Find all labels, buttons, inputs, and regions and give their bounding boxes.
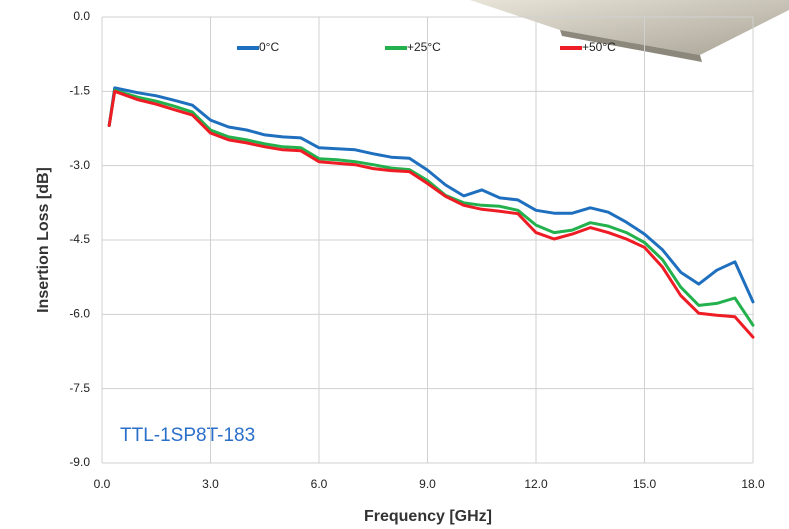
x-tick-label: 12.0 — [524, 477, 548, 491]
x-tick-label: 0.0 — [94, 477, 111, 491]
series-line — [107, 88, 755, 327]
y-tick-label: -3.0 — [69, 158, 90, 172]
x-tick-label: 6.0 — [311, 477, 328, 491]
x-tick-label: 9.0 — [419, 477, 436, 491]
y-tick-label: -4.5 — [69, 232, 90, 246]
legend-label: +50°C — [582, 40, 616, 54]
x-axis-label: Frequency [GHz] — [364, 508, 492, 525]
y-axis-label: Insertion Loss [dB] — [35, 167, 52, 313]
series-line — [107, 86, 755, 304]
x-tick-label: 18.0 — [741, 477, 765, 491]
y-tick-label: 0.0 — [73, 9, 90, 23]
y-tick-label: -1.5 — [69, 84, 90, 98]
x-tick-label: 3.0 — [202, 477, 219, 491]
y-tick-label: -6.0 — [69, 307, 90, 321]
product-photo — [470, 0, 789, 62]
annotation: TTL-1SP8T-183 — [120, 425, 255, 446]
y-tick-label: -9.0 — [69, 455, 90, 469]
legend-label: +25°C — [407, 40, 441, 54]
series-line — [107, 89, 755, 339]
y-tick-label: -7.5 — [69, 381, 90, 395]
x-tick-label: 15.0 — [633, 477, 657, 491]
legend-label: 0°C — [259, 40, 279, 54]
